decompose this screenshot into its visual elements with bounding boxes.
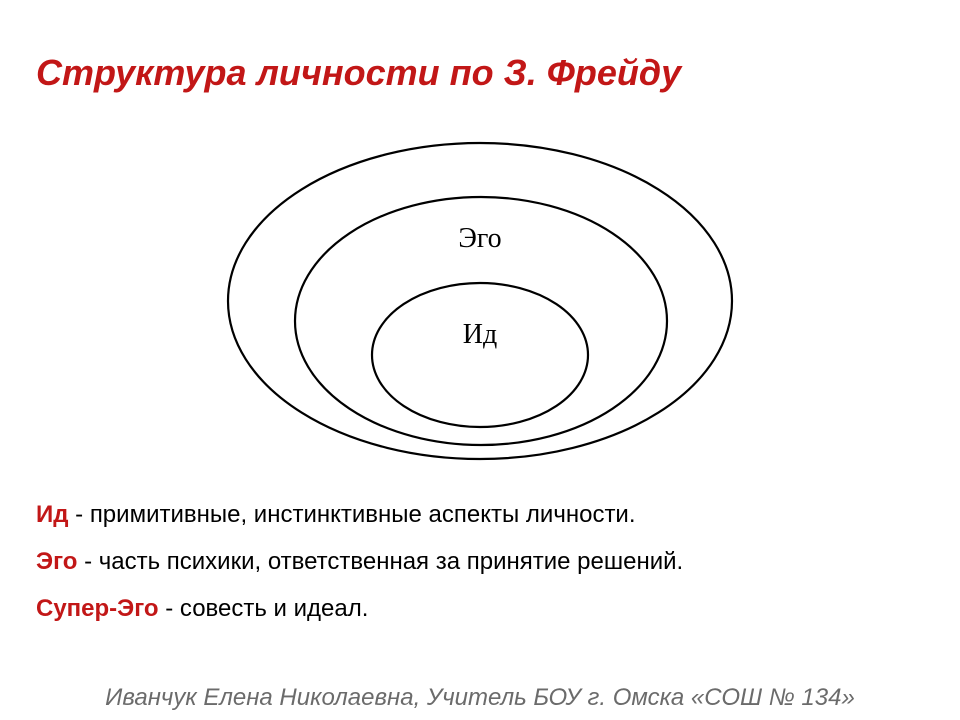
slide-footer: Иванчук Елена Николаевна, Учитель БОУ г.… <box>0 684 960 712</box>
slide-title: Структура личности по З. Фрейду <box>36 50 924 95</box>
term-id: Ид <box>36 501 68 528</box>
freud-ellipse-diagram: Эго Ид <box>220 123 740 463</box>
ellipse-svg <box>220 123 740 463</box>
diagram-container: Эго Ид <box>36 123 924 463</box>
term-ego: Эго <box>36 548 77 575</box>
definitions-block: Ид - примитивные, инстинктивные аспекты … <box>36 499 924 625</box>
ellipse-label-0: Эго <box>458 223 501 255</box>
ellipse-0 <box>228 143 732 459</box>
ellipse-2 <box>372 283 588 427</box>
definition-ego: Эго - часть психики, ответственная за пр… <box>36 546 924 577</box>
definition-superego-text: - совесть и идеал. <box>159 595 369 622</box>
definition-superego: Супер-Эго - совесть и идеал. <box>36 593 924 624</box>
definition-id-text: - примитивные, инстинктивные аспекты лич… <box>68 501 635 528</box>
term-superego: Супер-Эго <box>36 595 159 622</box>
definition-id: Ид - примитивные, инстинктивные аспекты … <box>36 499 924 530</box>
ellipse-label-1: Ид <box>463 319 497 351</box>
definition-ego-text: - часть психики, ответственная за принят… <box>77 548 683 575</box>
slide: Структура личности по З. Фрейду Эго Ид Ид… <box>0 0 960 720</box>
